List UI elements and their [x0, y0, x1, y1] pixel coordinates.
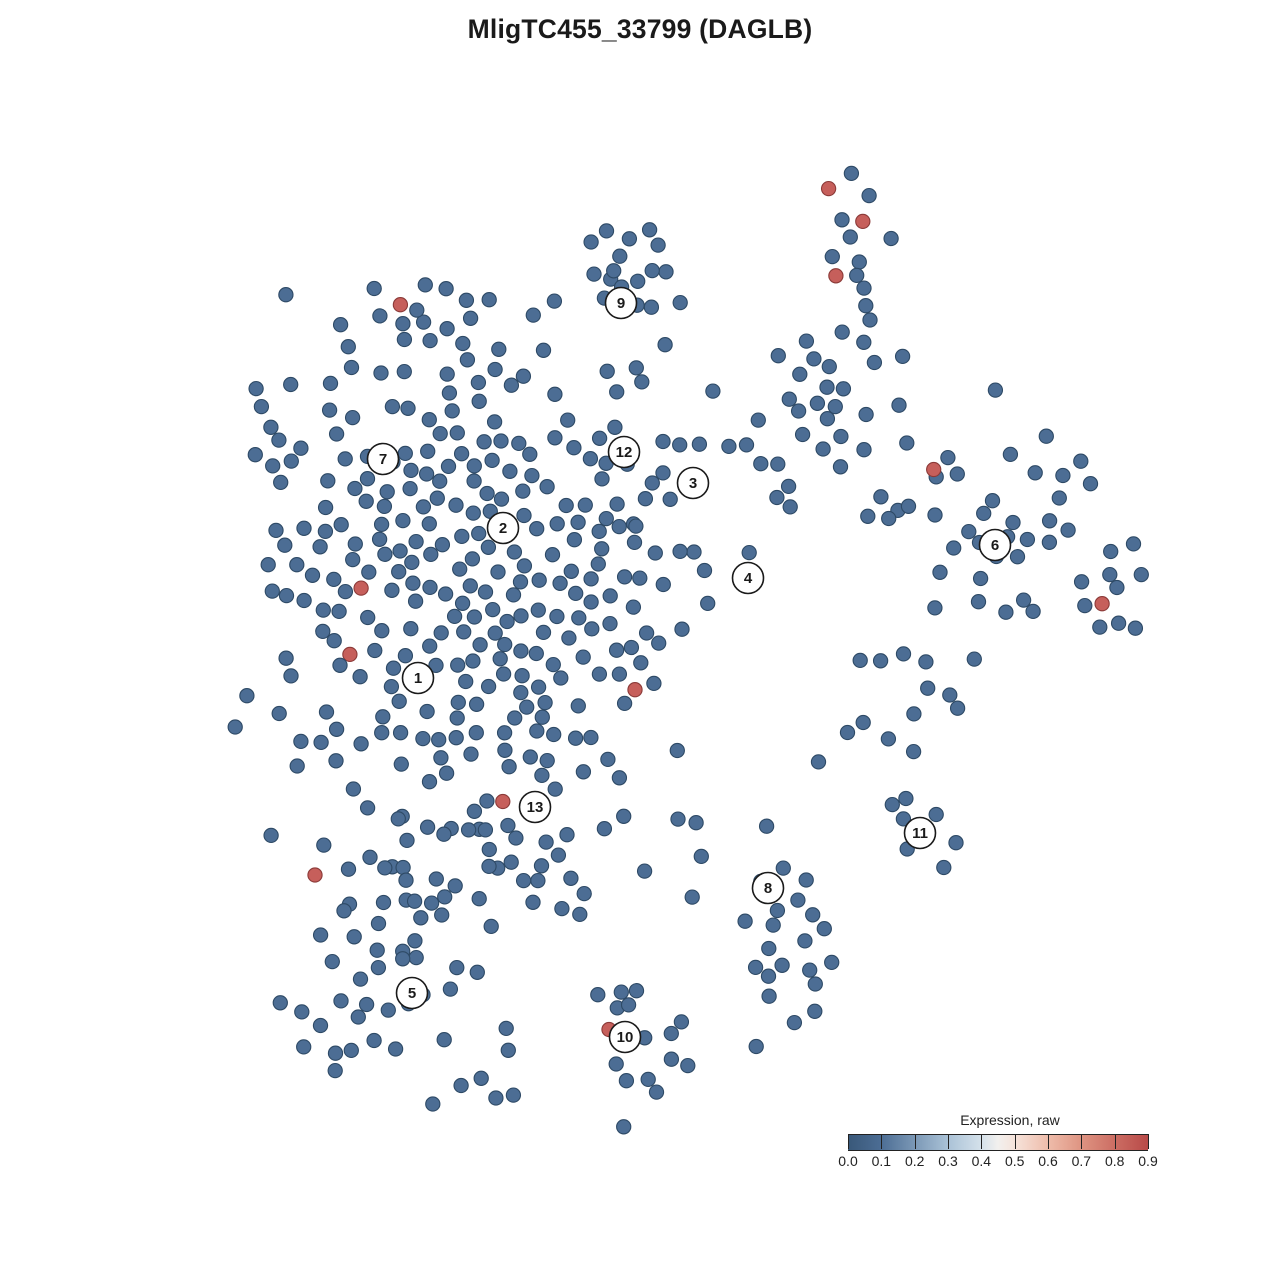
svg-text:3: 3 [689, 475, 697, 492]
svg-text:6: 6 [991, 537, 999, 554]
svg-text:9: 9 [617, 295, 625, 312]
svg-text:7: 7 [379, 451, 387, 468]
svg-text:2: 2 [499, 520, 507, 537]
svg-text:4: 4 [744, 570, 753, 587]
svg-text:1: 1 [414, 670, 422, 687]
svg-text:5: 5 [408, 985, 416, 1002]
svg-text:13: 13 [527, 799, 544, 816]
svg-text:8: 8 [764, 880, 772, 897]
svg-text:12: 12 [616, 444, 633, 461]
svg-text:11: 11 [912, 825, 928, 842]
svg-text:10: 10 [617, 1029, 634, 1046]
